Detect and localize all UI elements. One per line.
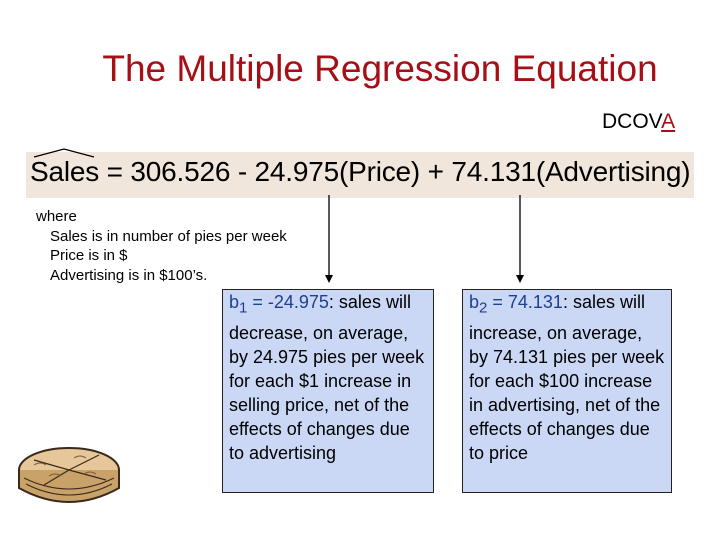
equation-x1: (Price) (338, 156, 421, 187)
callout-b1-symbol: b (229, 292, 240, 312)
dcova-label: DCOVA (602, 110, 675, 134)
callout-b2-text: : sales will increase, on average, by 74… (469, 292, 665, 463)
pie-icon (18, 447, 120, 503)
where-line-advertising: Advertising is in $100’s. (50, 266, 208, 284)
regression-equation: Sales = 306.526 - 24.975(Price) + 74.131… (30, 148, 691, 188)
callout-b1-coef: b1 = -24.975 (229, 292, 329, 317)
callout-b1-text: : sales will decrease, on average, by 24… (229, 292, 425, 463)
dcova-prefix: DCOV (602, 110, 662, 133)
equation-b1: 24.975 (254, 156, 340, 187)
equation-plus: + (427, 156, 444, 187)
callout-b1-value: = -24.975 (247, 292, 329, 312)
callout-b2-coef: b2 = 74.131 (469, 292, 563, 317)
equation-lhs: Sales (30, 148, 100, 188)
slide-title: The Multiple Regression Equation (102, 48, 658, 89)
equation-equals: = (106, 156, 123, 187)
where-line-sales: Sales is in number of pies per week (50, 227, 287, 245)
where-line-price: Price is in $ (50, 247, 128, 264)
dcova-highlight: A (661, 110, 676, 133)
equation-b2: 74.131 (451, 156, 536, 187)
callout-b2-subscript: 2 (479, 299, 488, 317)
equation-band (26, 152, 694, 198)
callout-b2-value: = 74.131 (487, 292, 563, 312)
callout-b1-subscript: 1 (239, 299, 248, 317)
where-heading: where (36, 208, 77, 225)
callout-b2-symbol: b (469, 292, 480, 312)
callout-b1: b1 = -24.975: sales will decrease, on av… (222, 289, 434, 493)
equation-minus: - (237, 156, 247, 187)
where-block: where Sales is in number of pies per wee… (36, 207, 287, 285)
equation-lhs-text: Sales (30, 156, 100, 187)
equation-x2: (Advertising) (535, 156, 691, 187)
equation-b0: 306.526 (130, 156, 231, 187)
hat-icon (33, 148, 95, 158)
callout-b2: b2 = 74.131: sales will increase, on ave… (462, 289, 672, 493)
